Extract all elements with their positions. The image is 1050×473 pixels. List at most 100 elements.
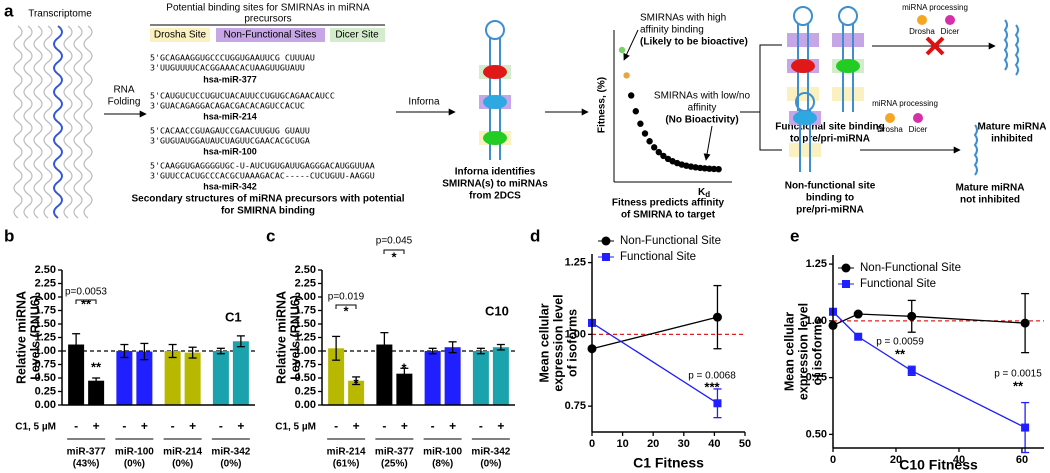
label: hsa-miR-214	[203, 111, 257, 121]
y-axis-label: of isoforms	[810, 317, 824, 385]
y-axis-label: Relative miRNA	[274, 291, 288, 384]
x-tick-note: (43%)	[73, 459, 100, 470]
label: SMIRNAs with low/no	[654, 91, 751, 102]
treatment-label: C1, 5 µM	[15, 422, 56, 433]
label: binding to	[806, 193, 854, 204]
y-tick-label: 0.00	[295, 399, 316, 411]
marker	[907, 311, 917, 321]
x-tick-label: miR-377	[375, 447, 414, 458]
x-tick-label: miR-100	[115, 447, 154, 458]
bar	[136, 351, 153, 405]
marker	[1021, 423, 1030, 432]
site-band	[787, 33, 819, 47]
x-tick-label: 10	[616, 438, 628, 450]
caption: for SMIRNA binding	[221, 206, 315, 217]
axis-label: Fitness, (%)	[597, 77, 608, 133]
bar	[348, 380, 365, 405]
label: SMIRNAs with high	[640, 13, 726, 24]
series-label: -	[334, 419, 338, 433]
arrow	[703, 125, 713, 161]
x-tick-label: 40	[953, 454, 965, 466]
y-axis-label: expression level	[796, 303, 810, 400]
annotation: **	[81, 296, 92, 311]
illustrative-dot	[701, 165, 708, 172]
y-tick-label: 2.50	[295, 264, 316, 276]
transcript	[63, 25, 73, 219]
annotation: p = 0.0068	[688, 371, 736, 382]
x-tick-label: miR-342	[211, 447, 250, 458]
caption: Inforna identifies	[455, 167, 536, 178]
illustrative-dot	[655, 148, 662, 156]
marker	[601, 236, 611, 246]
illustrative-dot	[641, 130, 649, 137]
label: Inforna	[408, 97, 440, 108]
label: Mature miRNA	[978, 122, 1047, 133]
x-tick-label: 60	[1016, 454, 1028, 466]
panel-a: a Transcriptome RNA Folding Potential bi…	[4, 1, 1046, 220]
treatment-label: C1, 5 µM	[275, 422, 316, 433]
series-label: +	[93, 419, 100, 433]
series-label: +	[189, 419, 196, 433]
transcript	[13, 25, 23, 219]
x-tick-label: 40	[708, 438, 720, 450]
annotation: ***	[704, 379, 720, 394]
y-tick-label: 0.00	[35, 399, 56, 411]
compound-label: C10	[485, 303, 509, 318]
label: RNA	[113, 85, 134, 96]
y-tick-label: 1.75	[295, 304, 316, 316]
ligand	[483, 131, 507, 145]
annotation: **	[91, 359, 102, 374]
series-label: +	[449, 419, 456, 433]
x-tick-label: miR-342	[471, 447, 510, 458]
caption: from 2DCS	[469, 191, 521, 202]
bar	[492, 347, 509, 405]
bar	[472, 351, 489, 405]
series-label: -	[382, 419, 386, 433]
legend-label: Functional Site	[860, 278, 936, 290]
label: miRNA processing	[902, 3, 968, 12]
series-label: -	[74, 419, 78, 433]
label: Mature miRNA	[956, 183, 1025, 194]
illustrative-dot	[623, 72, 630, 79]
sequence: 3'GUUCCACUGCCCACGCUAAAGACAC-----CUCUGUU-…	[150, 171, 375, 181]
label: Dicer Site	[335, 30, 379, 41]
y-tick-label: 0.75	[295, 358, 316, 370]
y-tick-label: 1.00	[35, 345, 56, 357]
transcript	[73, 25, 83, 219]
y-tick-label: 1.50	[35, 318, 56, 330]
y-tick-label: 1.25	[295, 331, 316, 343]
y-tick-label: 0.50	[35, 372, 56, 384]
caption: SMIRNA(s) to miRNAs	[442, 179, 548, 190]
significance-bracket	[383, 249, 405, 254]
illustrative-dot	[710, 165, 718, 173]
ligand	[483, 95, 507, 109]
panel-letter: d	[530, 226, 540, 245]
label: Dicer	[941, 27, 960, 36]
label: Non-Functional Sites	[224, 30, 317, 41]
illustrative-dot	[651, 144, 658, 151]
mature-mirna	[973, 124, 978, 176]
bar	[68, 344, 85, 405]
y-tick-label: 1.00	[806, 315, 827, 327]
annotation: *	[343, 303, 349, 318]
ligand	[793, 111, 817, 125]
marker	[602, 253, 610, 261]
series-label: +	[497, 419, 504, 433]
y-tick-label: 2.25	[35, 277, 56, 289]
hairpin-loop	[793, 6, 813, 26]
y-axis-label: of isoforms	[565, 309, 579, 377]
bar	[444, 347, 461, 405]
x-tick-label: 50	[739, 438, 751, 450]
label: precursors	[244, 14, 291, 25]
y-tick-label: 0.75	[35, 358, 56, 370]
illustrative-dot	[697, 164, 704, 172]
series-label: -	[479, 419, 483, 433]
bar	[116, 351, 133, 405]
caption: Fitness predicts affinity	[612, 198, 725, 209]
series-line	[591, 316, 718, 350]
annotation: p=0.045	[376, 236, 413, 247]
annotation: p = 0.0015	[994, 369, 1042, 380]
axis-label: K	[698, 187, 706, 198]
transcript	[33, 25, 43, 219]
